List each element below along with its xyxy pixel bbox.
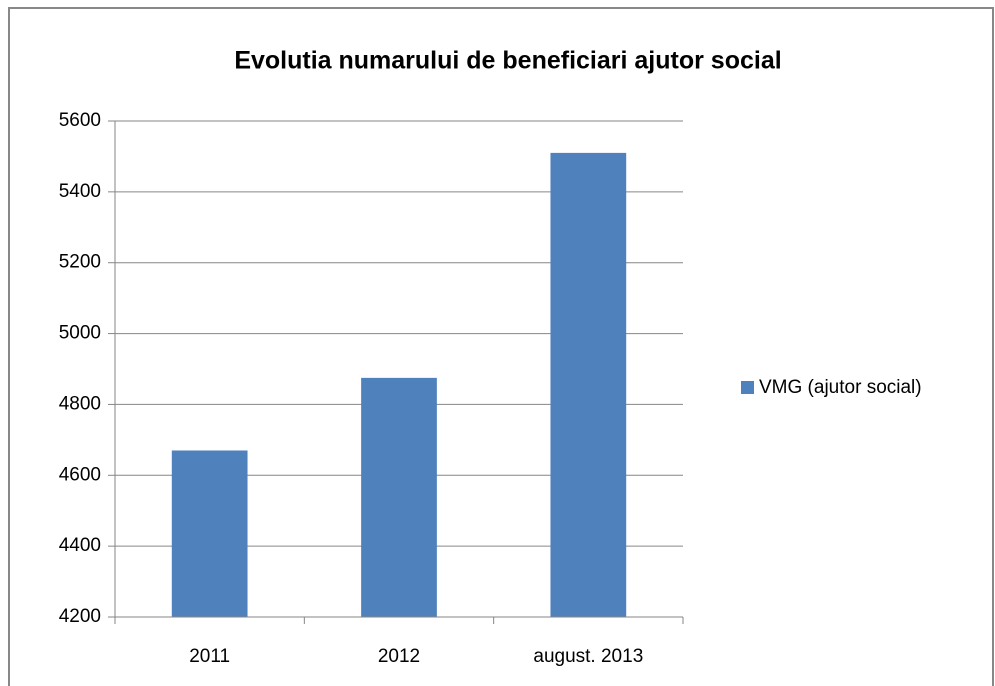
chart-frame: [8, 7, 994, 686]
x-tick-label: august. 2013: [533, 646, 643, 667]
bar: [361, 377, 437, 617]
y-tick-label: 4200: [59, 606, 101, 627]
x-tick-label: 2012: [378, 646, 420, 667]
y-tick-label: 5400: [59, 181, 101, 202]
chart-title: Evolutia numarului de beneficiari ajutor…: [234, 47, 781, 75]
bar: [550, 152, 627, 617]
bar: [171, 450, 248, 617]
y-tick-label: 5200: [59, 252, 101, 273]
legend-label: VMG (ajutor social): [759, 377, 922, 398]
y-tick-label: 5000: [59, 323, 101, 344]
y-tick-label: 4800: [59, 393, 101, 414]
y-tick-label: 4600: [59, 464, 101, 485]
y-tick-label: 4400: [59, 535, 101, 556]
x-tick-label: 2011: [189, 646, 230, 667]
legend-swatch: [741, 381, 754, 394]
y-tick-label: 5600: [59, 110, 101, 131]
